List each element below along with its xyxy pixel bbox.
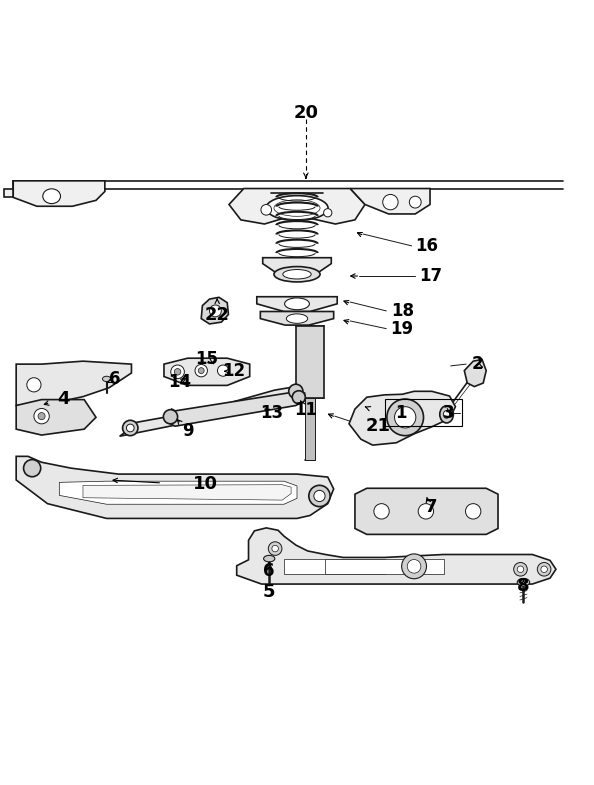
- Polygon shape: [13, 181, 105, 206]
- Text: 8: 8: [517, 577, 530, 595]
- Ellipse shape: [443, 411, 450, 418]
- Text: 16: 16: [416, 237, 438, 255]
- Text: 18: 18: [391, 302, 414, 320]
- Text: 2: 2: [472, 355, 484, 373]
- Ellipse shape: [309, 485, 330, 506]
- Polygon shape: [229, 188, 365, 224]
- Ellipse shape: [514, 563, 527, 576]
- Ellipse shape: [394, 407, 416, 428]
- Ellipse shape: [374, 504, 389, 519]
- Ellipse shape: [122, 420, 138, 436]
- Ellipse shape: [418, 504, 434, 519]
- Ellipse shape: [268, 542, 282, 555]
- Ellipse shape: [195, 364, 207, 377]
- Ellipse shape: [266, 195, 328, 221]
- Text: 7: 7: [424, 498, 437, 516]
- Ellipse shape: [127, 424, 134, 432]
- Text: 20: 20: [293, 104, 318, 122]
- Polygon shape: [326, 559, 444, 574]
- Ellipse shape: [163, 410, 178, 424]
- Ellipse shape: [517, 566, 524, 572]
- Polygon shape: [119, 386, 296, 436]
- Ellipse shape: [24, 459, 41, 476]
- Text: 17: 17: [419, 267, 442, 285]
- Bar: [305, 399, 315, 461]
- Ellipse shape: [286, 314, 308, 323]
- Ellipse shape: [383, 195, 398, 210]
- Polygon shape: [257, 297, 337, 312]
- Polygon shape: [355, 488, 498, 535]
- Polygon shape: [16, 456, 334, 518]
- Polygon shape: [4, 188, 13, 197]
- Text: 19: 19: [391, 319, 414, 338]
- Text: 13: 13: [261, 404, 284, 422]
- Ellipse shape: [517, 579, 530, 586]
- Ellipse shape: [34, 408, 49, 424]
- Polygon shape: [349, 391, 456, 445]
- Polygon shape: [16, 361, 131, 406]
- Text: 22: 22: [205, 306, 230, 324]
- Ellipse shape: [217, 365, 229, 376]
- Polygon shape: [201, 298, 229, 324]
- Polygon shape: [236, 528, 556, 584]
- Ellipse shape: [538, 563, 551, 576]
- Text: 1: 1: [395, 403, 407, 422]
- Ellipse shape: [289, 384, 303, 399]
- Ellipse shape: [272, 546, 279, 552]
- Text: 9: 9: [182, 422, 194, 440]
- Ellipse shape: [274, 267, 320, 282]
- Ellipse shape: [27, 378, 41, 392]
- Ellipse shape: [402, 554, 426, 579]
- Ellipse shape: [292, 391, 305, 403]
- Ellipse shape: [407, 560, 421, 573]
- Ellipse shape: [541, 566, 548, 572]
- Text: 10: 10: [193, 475, 218, 493]
- Text: 6: 6: [264, 562, 275, 580]
- Ellipse shape: [170, 365, 184, 378]
- Text: 6: 6: [109, 370, 121, 388]
- Ellipse shape: [210, 305, 222, 317]
- Text: 4: 4: [57, 390, 69, 408]
- Ellipse shape: [387, 399, 424, 436]
- Polygon shape: [284, 559, 384, 574]
- Ellipse shape: [466, 504, 481, 519]
- Text: 3: 3: [443, 403, 454, 422]
- Bar: [296, 327, 324, 399]
- Polygon shape: [164, 358, 249, 385]
- Text: 12: 12: [222, 362, 245, 380]
- Ellipse shape: [285, 298, 309, 310]
- Polygon shape: [260, 312, 334, 325]
- Polygon shape: [263, 257, 331, 272]
- Ellipse shape: [283, 269, 311, 279]
- Ellipse shape: [324, 209, 332, 217]
- Polygon shape: [83, 484, 291, 500]
- Ellipse shape: [440, 406, 453, 423]
- Polygon shape: [59, 481, 297, 504]
- Ellipse shape: [174, 368, 181, 375]
- Polygon shape: [16, 400, 96, 435]
- Ellipse shape: [314, 491, 325, 502]
- Ellipse shape: [198, 367, 204, 374]
- Ellipse shape: [409, 196, 421, 208]
- Text: 11: 11: [294, 400, 317, 418]
- Text: 5: 5: [263, 582, 276, 601]
- Ellipse shape: [261, 204, 271, 215]
- Ellipse shape: [43, 189, 61, 203]
- Ellipse shape: [38, 413, 45, 420]
- Text: 15: 15: [195, 350, 219, 368]
- Polygon shape: [350, 188, 430, 214]
- Text: 21: 21: [366, 417, 391, 435]
- Text: 14: 14: [168, 374, 191, 392]
- Ellipse shape: [264, 555, 275, 562]
- Ellipse shape: [103, 376, 110, 382]
- Polygon shape: [465, 360, 486, 386]
- Polygon shape: [166, 390, 305, 426]
